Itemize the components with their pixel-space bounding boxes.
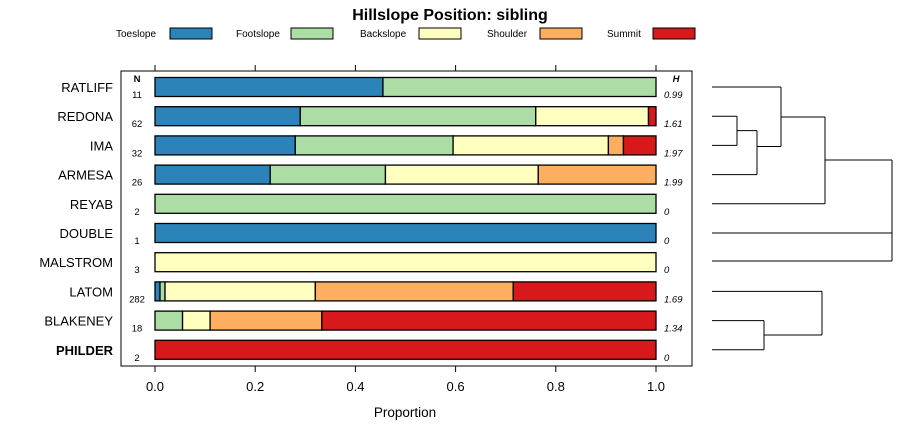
legend-label: Toeslope — [116, 29, 156, 40]
n-value: 11 — [132, 90, 142, 101]
bar-segment — [154, 193, 657, 214]
h-value: 1.69 — [664, 294, 683, 305]
row-label: MALSTROM — [39, 255, 113, 270]
bar-segment — [321, 310, 657, 331]
bar-segment — [382, 76, 657, 98]
h-value: 1.61 — [664, 119, 683, 130]
bar-segment — [299, 106, 537, 127]
bar-segment — [154, 106, 301, 127]
h-value: 1.97 — [664, 148, 683, 159]
bar-segment — [181, 310, 211, 331]
x-tick-label: 1.0 — [647, 379, 665, 394]
legend-label: Shoulder — [487, 29, 528, 40]
row-label: DOUBLE — [60, 226, 114, 241]
n-value: 18 — [132, 324, 143, 335]
bar-segment — [269, 164, 387, 185]
row-label: REDONA — [57, 109, 113, 124]
h-value: 0 — [664, 265, 670, 276]
n-header: N — [134, 74, 141, 85]
row-label: IMA — [90, 138, 113, 153]
row-label: REYAB — [70, 197, 113, 212]
legend-label: Footslope — [236, 29, 280, 40]
bar-segment — [159, 281, 166, 302]
n-value: 26 — [132, 178, 143, 189]
legend-swatch — [652, 27, 696, 40]
x-tick-label: 0.8 — [547, 379, 565, 394]
bar-segment — [154, 310, 184, 331]
legend-swatch — [539, 27, 583, 40]
bar-segment — [452, 135, 610, 156]
bar-segment — [535, 106, 650, 127]
bar-segment — [154, 252, 657, 273]
bar-segment — [537, 164, 657, 185]
x-tick-label: 0.2 — [246, 379, 264, 394]
row-label: ARMESA — [58, 168, 113, 183]
row-label: BLAKENEY — [44, 314, 113, 329]
x-tick-label: 0.6 — [447, 379, 465, 394]
x-axis: 0.0 0.2 0.4 0.6 0.8 1.0 — [146, 65, 665, 394]
bar-segment — [294, 135, 454, 156]
plot-panel — [120, 70, 693, 367]
bar-segment — [209, 310, 323, 331]
h-value: 1.99 — [664, 178, 683, 189]
legend-swatch — [169, 27, 213, 40]
h-header: H — [673, 74, 681, 85]
bar-segment — [154, 281, 161, 302]
bar-segment — [164, 281, 316, 302]
bar-segment — [607, 135, 625, 156]
bar-segment — [154, 164, 271, 185]
bar-segment — [384, 164, 539, 185]
x-axis-label: Proportion — [374, 405, 436, 420]
h-value: 0.99 — [664, 90, 683, 101]
n-value: 32 — [132, 148, 143, 159]
h-value: 1.34 — [664, 324, 683, 335]
n-value: 62 — [132, 119, 143, 130]
bar-segment — [647, 106, 657, 127]
row-label: LATOM — [69, 284, 113, 299]
bar-segment — [314, 281, 514, 302]
legend-label: Backslope — [360, 29, 407, 40]
legend-swatch — [290, 27, 334, 40]
bar-segment — [154, 76, 384, 98]
h-value: 0 — [664, 236, 670, 247]
n-value: 282 — [129, 294, 145, 305]
n-value: 3 — [134, 265, 139, 276]
bar-segment — [154, 339, 657, 360]
bar-segment — [512, 281, 657, 302]
chart-title: Hillslope Position: sibling — [352, 7, 548, 24]
x-tick-label: 0.0 — [146, 379, 164, 394]
n-value: 1 — [134, 236, 139, 247]
bar-segment — [622, 135, 657, 156]
x-tick-label: 0.4 — [346, 379, 364, 394]
legend: Toeslope Footslope Backslope Shoulder Summit — [116, 27, 696, 40]
row-label: PHILDER — [56, 343, 114, 358]
n-value: 2 — [134, 207, 139, 218]
legend-label: Summit — [607, 29, 641, 40]
bar-segment — [154, 222, 657, 244]
h-value: 0 — [664, 207, 670, 218]
bar-segment — [154, 135, 296, 156]
row-label: RATLIFF — [61, 80, 113, 95]
n-value: 2 — [134, 353, 139, 364]
legend-swatch — [418, 27, 462, 40]
dendrogram — [712, 86, 893, 351]
h-value: 0 — [664, 353, 670, 364]
